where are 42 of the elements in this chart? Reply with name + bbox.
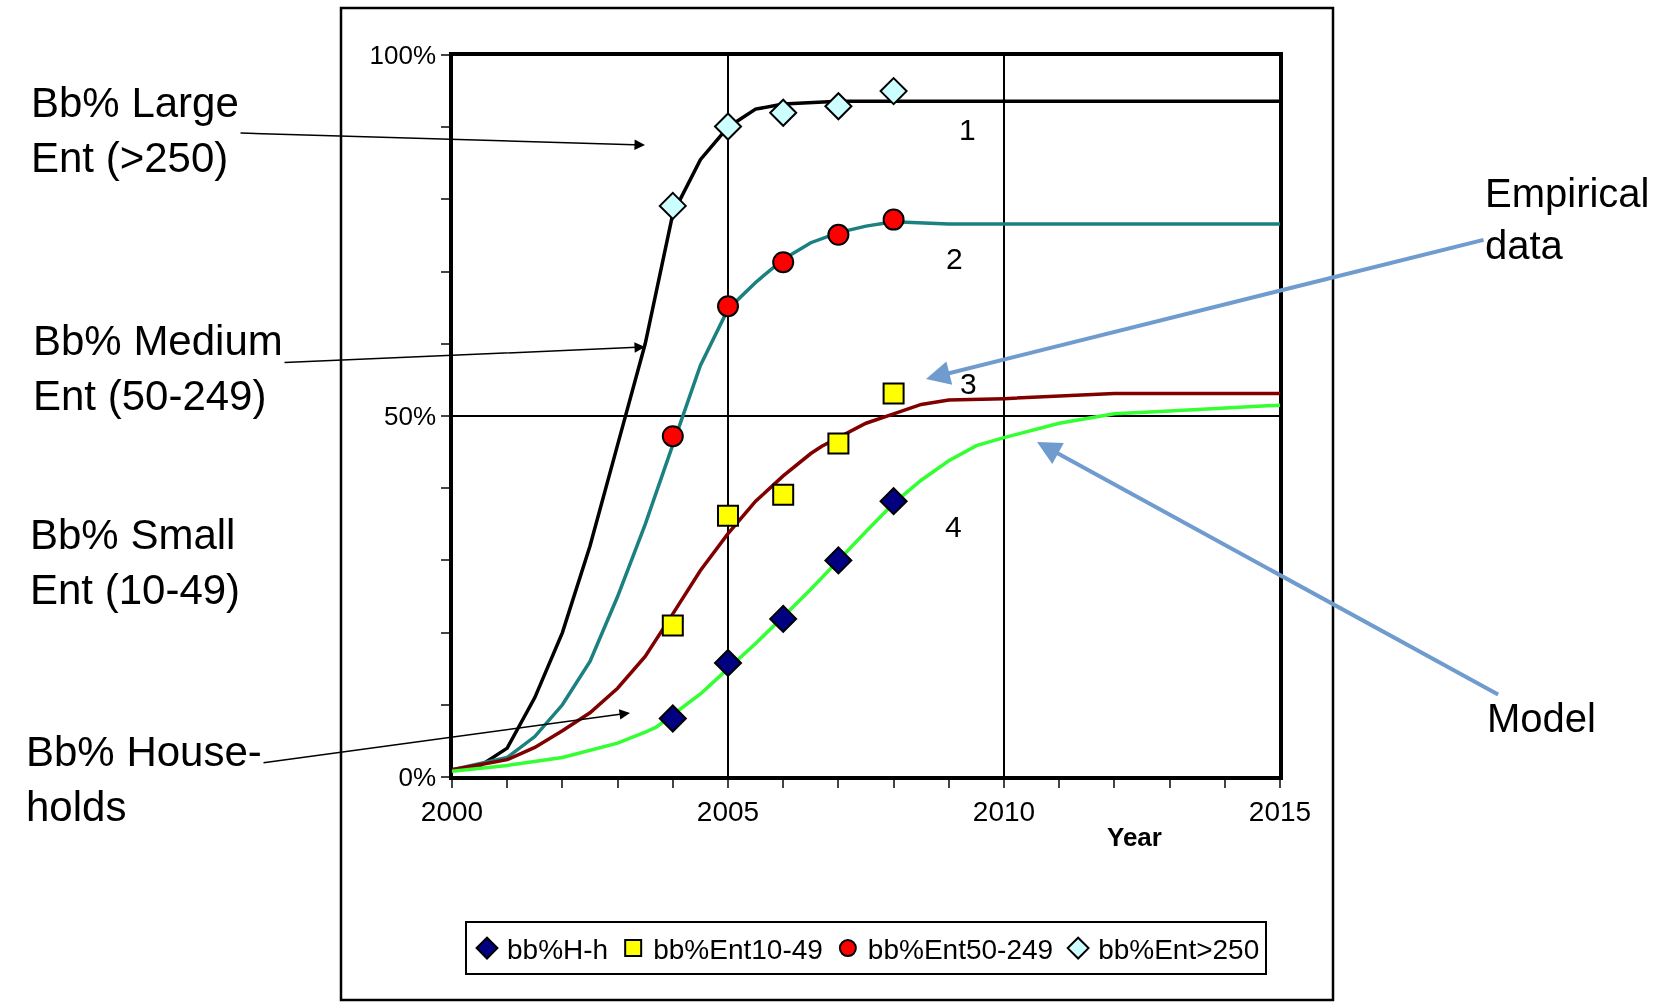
annotation: 3 [960,367,977,400]
text: Model [1487,696,1596,740]
point [879,77,908,106]
point [714,112,742,141]
point [714,648,742,677]
point [827,432,850,455]
point [769,604,798,633]
point [772,251,795,274]
point [661,425,684,448]
point [661,614,684,637]
point [882,208,905,231]
legend-label: bb%Ent10-49 [653,934,823,966]
point [658,191,687,220]
y-tick-label: 50% [384,401,437,432]
point [879,487,908,516]
text: Bb% House- holds [26,728,262,830]
point [772,483,795,506]
point [827,223,850,246]
annotation: 4 [945,510,962,543]
annotation: 2 [946,242,963,275]
x-axis-title: Year [1107,822,1162,852]
text: Bb% Large Ent (>250) [31,79,239,181]
point [769,98,798,127]
text: Empirical data [1485,171,1650,267]
y-tick-label: 0% [398,762,437,793]
legend-label: bb%Ent50-249 [867,934,1054,966]
text: Bb% Small Ent (10-49) [30,511,241,613]
point [717,504,739,527]
y-tick-label: 100% [369,40,437,71]
point [824,92,853,121]
legend-label: bb%H-h [507,934,609,966]
annotation: 1 [959,113,976,146]
x-tick-label: 2010 [972,796,1036,828]
point [824,546,853,575]
legend-label: bb%Ent>250 [1098,934,1260,966]
x-tick-label: 2000 [420,796,484,828]
point [658,704,687,733]
x-tick-label: 2005 [696,796,760,828]
x-tick-label: 2015 [1248,796,1312,828]
text: Bb% Medium Ent (50-249) [33,317,283,419]
point [882,382,905,405]
point [717,295,739,318]
